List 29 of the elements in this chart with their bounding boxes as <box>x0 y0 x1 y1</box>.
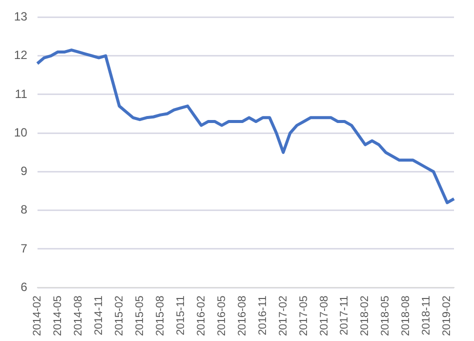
y-tick-label: 9 <box>20 164 28 178</box>
x-tick-label: 2017-02 <box>277 296 290 336</box>
x-tick-label: 2017-05 <box>298 296 310 336</box>
x-tick-label: 2018-08 <box>400 296 412 336</box>
x-tick-label: 2015-02 <box>113 296 126 336</box>
x-tick-label: 2018-02 <box>359 296 372 336</box>
x-tick-label: 2019-02 <box>441 296 454 336</box>
y-tick-label: 12 <box>14 48 28 62</box>
x-tick-label: 2014-02 <box>31 296 44 336</box>
x-tick-label: 2016-11 <box>256 296 269 336</box>
x-tick-label: 2015-11 <box>174 296 187 336</box>
x-tick-label: 2016-08 <box>236 296 248 336</box>
y-tick-label: 13 <box>14 10 28 24</box>
x-tick-label: 2015-08 <box>154 296 166 336</box>
y-tick-label: 6 <box>20 280 28 294</box>
y-tick-label: 8 <box>20 202 28 217</box>
x-tick-label: 2014-05 <box>52 296 64 336</box>
y-tick-label: 10 <box>14 125 28 140</box>
x-tick-label: 2017-11 <box>338 296 351 336</box>
y-tick-label: 11 <box>14 86 28 101</box>
x-tick-label: 2018-05 <box>380 296 392 336</box>
x-tick-label: 2016-05 <box>216 296 228 336</box>
x-tick-label: 2014-08 <box>72 296 84 336</box>
x-tick-label: 2017-08 <box>318 296 330 336</box>
x-tick-label: 2018-11 <box>420 296 433 336</box>
x-tick-label: 2014-11 <box>92 296 105 336</box>
y-tick-label: 7 <box>20 241 28 256</box>
x-tick-label: 2015-05 <box>134 296 146 336</box>
x-tick-label: 2016-02 <box>195 296 208 336</box>
